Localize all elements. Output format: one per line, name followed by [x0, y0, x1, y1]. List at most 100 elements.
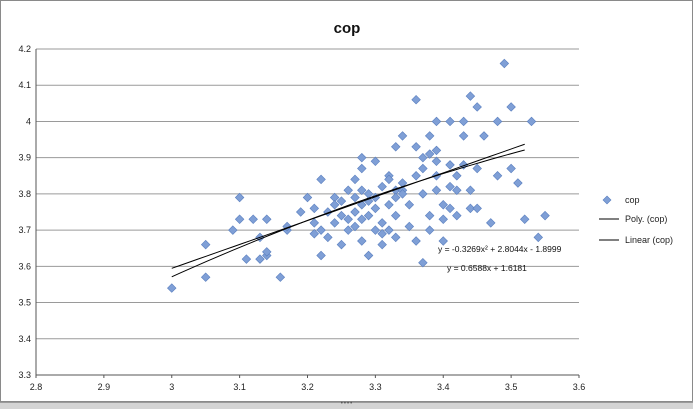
data-point-57	[384, 200, 394, 210]
y-tick-label-3.6: 3.6	[18, 261, 31, 271]
x-tick-label-3.3: 3.3	[369, 382, 382, 392]
data-point-19	[309, 229, 320, 239]
data-point-67	[397, 131, 408, 141]
data-point-83	[424, 225, 435, 235]
x-tick-label-3.6: 3.6	[573, 382, 586, 392]
data-point-97	[452, 185, 462, 195]
data-point-0	[167, 283, 177, 293]
data-point-77	[418, 257, 428, 268]
data-point-103	[465, 203, 476, 214]
data-point-40	[357, 163, 367, 174]
data-point-81	[424, 131, 435, 141]
data-point-36	[350, 207, 360, 217]
data-point-70	[404, 200, 415, 210]
axes: 3.3 3.4 3.5 3.6 3.7 3.8 3.9 4 4.1 4.2 2.8 2.9 3 3.1 3.…	[18, 44, 585, 392]
data-point-94	[445, 160, 455, 170]
legend-label-2: Linear (cop)	[625, 235, 673, 245]
data-point-95	[445, 203, 455, 214]
data-point-80	[424, 149, 435, 159]
data-point-16	[295, 207, 306, 217]
data-point-49	[370, 156, 381, 167]
data-point-33	[343, 214, 353, 224]
window-bottom-bar	[0, 402, 693, 409]
data-point-30	[336, 196, 347, 206]
data-point-47	[363, 210, 374, 221]
data-point-91	[438, 236, 448, 246]
data-point-2	[200, 239, 211, 250]
data-point-51	[370, 203, 381, 214]
data-point-79	[418, 152, 428, 163]
data-point-4	[234, 214, 245, 224]
data-point-44	[357, 236, 367, 246]
data-point-59	[384, 174, 394, 185]
data-point-55	[377, 239, 387, 250]
data-point-37	[350, 221, 360, 232]
data-point-88	[431, 116, 442, 127]
data-point-74	[411, 94, 421, 105]
data-point-117	[533, 232, 543, 243]
data-points	[167, 58, 550, 293]
y-tick-label-3.7: 3.7	[18, 225, 31, 235]
data-point-65	[391, 232, 401, 243]
data-point-119	[519, 214, 530, 224]
data-point-28	[329, 218, 340, 228]
data-point-62	[391, 192, 401, 203]
data-point-108	[479, 131, 489, 141]
data-point-64	[391, 210, 401, 221]
x-tick-label-2.8: 2.8	[30, 382, 43, 392]
data-point-99	[458, 116, 469, 127]
data-point-84	[431, 185, 442, 195]
data-point-90	[438, 214, 448, 224]
data-point-21	[316, 225, 326, 235]
resize-grip-icon[interactable]: ••••	[340, 401, 354, 407]
data-point-82	[424, 210, 435, 221]
data-point-86	[431, 156, 442, 167]
legend: cop Poly. (cop) Linear (cop)	[599, 195, 673, 245]
trendlines	[171, 143, 525, 278]
data-point-100	[458, 131, 469, 141]
data-point-72	[411, 171, 421, 181]
data-point-17	[302, 192, 313, 203]
data-point-3	[228, 225, 238, 235]
data-point-101	[458, 160, 469, 170]
data-point-87	[431, 145, 442, 156]
data-point-34	[343, 225, 353, 235]
data-point-41	[357, 185, 367, 195]
x-tick-label-3.2: 3.2	[301, 382, 314, 392]
data-point-24	[323, 232, 333, 243]
data-point-68	[397, 189, 408, 199]
data-point-7	[248, 214, 258, 224]
linear-trendline	[171, 143, 525, 269]
poly-equation-label: y = -0.3269x² + 2.8044x - 1.8999	[438, 244, 562, 254]
data-point-56	[377, 218, 387, 228]
data-point-15	[282, 221, 292, 232]
data-point-5	[234, 192, 245, 203]
data-point-20	[309, 203, 320, 214]
x-tick-label-3.1: 3.1	[233, 382, 246, 392]
data-point-50	[370, 225, 381, 235]
data-point-23	[316, 250, 326, 261]
data-point-71	[404, 221, 415, 232]
data-point-9	[255, 254, 265, 264]
data-point-1	[200, 272, 211, 282]
y-tick-label-3.5: 3.5	[18, 298, 31, 308]
x-tick-label-3.5: 3.5	[505, 382, 518, 392]
data-point-22	[316, 174, 326, 185]
data-point-48	[363, 250, 374, 261]
data-point-38	[350, 174, 360, 185]
data-point-63	[391, 142, 401, 152]
scatter-chart: cop 3.33.43.53.63.73.83.944.14.22.8 2.9 3 3…	[18, 20, 673, 392]
data-point-104	[465, 91, 476, 101]
data-point-78	[418, 189, 428, 199]
y-tick-label-3.3: 3.3	[18, 370, 31, 380]
data-point-102	[465, 185, 476, 195]
data-point-112	[499, 58, 510, 69]
data-point-110	[492, 116, 503, 127]
data-point-60	[384, 225, 394, 235]
y-tick-label-3.8: 3.8	[18, 189, 31, 199]
data-point-114	[506, 102, 516, 112]
data-point-111	[492, 171, 503, 181]
data-point-35	[350, 192, 360, 203]
data-point-29	[336, 210, 347, 221]
